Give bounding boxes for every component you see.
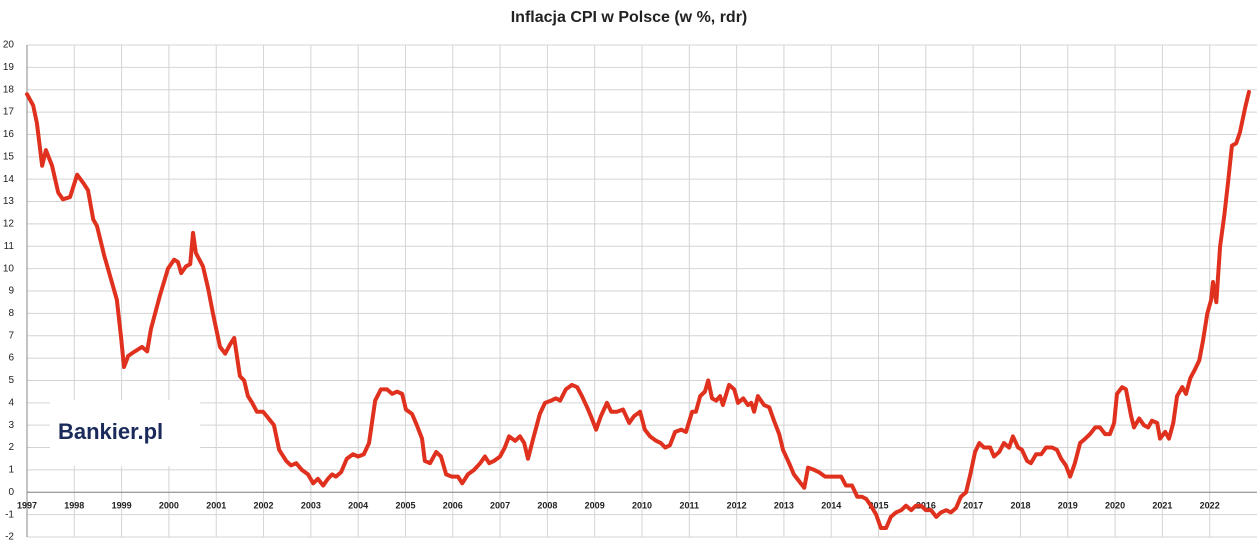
series-line — [25, 89, 1251, 531]
y-tick-label: 2 — [8, 442, 14, 453]
x-tick-label: 2021 — [1152, 501, 1172, 511]
watermark: Bankier.pl — [58, 419, 163, 444]
x-tick-label: 2007 — [490, 501, 510, 511]
x-tick-label: 1998 — [64, 501, 84, 511]
y-tick-label: 17 — [3, 107, 15, 118]
y-tick-label: 11 — [4, 241, 15, 252]
x-tick-label: 1999 — [112, 501, 132, 511]
y-tick-label: 8 — [8, 308, 14, 319]
x-tick-label: 2005 — [395, 501, 415, 511]
x-tick-label: 2003 — [301, 501, 321, 511]
x-tick-label: 2020 — [1105, 501, 1125, 511]
y-tick-label: 1 — [8, 465, 14, 476]
watermark-box — [50, 400, 200, 466]
x-tick-label: 2014 — [821, 501, 841, 511]
y-tick-label: 3 — [8, 420, 14, 431]
y-tick-label: 5 — [8, 375, 14, 386]
x-tick-label: 2004 — [348, 501, 368, 511]
x-tick-label: 2006 — [443, 501, 463, 511]
y-tick-label: 20 — [3, 40, 15, 51]
x-tick-label: 2018 — [1010, 501, 1030, 511]
x-tick-label: 2013 — [774, 501, 794, 511]
y-tick-label: 7 — [8, 330, 14, 341]
y-tick-label: 4 — [8, 397, 14, 408]
y-tick-label: -1 — [5, 509, 14, 520]
x-tick-label: 2011 — [680, 501, 700, 511]
x-tick-label: 2022 — [1200, 501, 1220, 511]
y-tick-label: 14 — [3, 174, 15, 185]
y-tick-label: 10 — [3, 263, 15, 274]
y-tick-label: 6 — [8, 353, 14, 364]
y-tick-label: 0 — [8, 487, 14, 498]
y-tick-label: -2 — [5, 532, 14, 543]
y-tick-label: 13 — [3, 196, 15, 207]
x-tick-label: 2000 — [159, 501, 179, 511]
y-tick-label: 19 — [3, 62, 15, 73]
x-tick-label: 2009 — [585, 501, 605, 511]
y-tick-label: 16 — [3, 129, 15, 140]
y-tick-label: 9 — [8, 286, 14, 297]
chart-title: Inflacja CPI w Polsce (w %, rdr) — [511, 9, 748, 26]
x-tick-label: 2008 — [537, 501, 557, 511]
y-tick-label: 12 — [3, 219, 15, 230]
x-tick-label: 2012 — [727, 501, 747, 511]
x-tick-label: 2016 — [916, 501, 936, 511]
x-tick-label: 2001 — [206, 501, 226, 511]
y-tick-label: 18 — [3, 84, 15, 95]
x-tick-label: 2019 — [1058, 501, 1078, 511]
x-tick-label: 2015 — [869, 501, 889, 511]
x-tick-label: 2017 — [963, 501, 983, 511]
y-tick-label: 15 — [3, 151, 15, 162]
x-tick-label: 2010 — [632, 501, 652, 511]
x-tick-label: 2002 — [254, 501, 274, 511]
